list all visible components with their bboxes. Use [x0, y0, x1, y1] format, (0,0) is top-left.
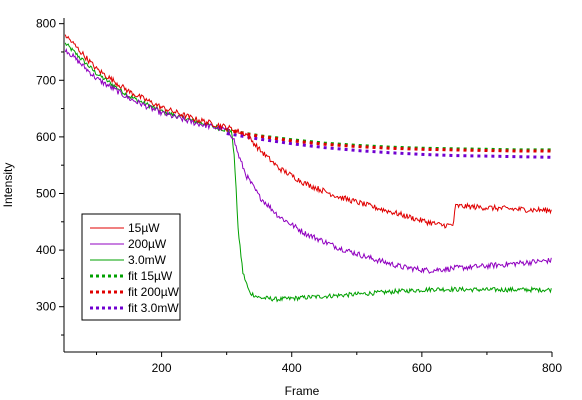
y-tick-label: 600	[36, 130, 56, 144]
legend-label: 200µW	[128, 237, 167, 251]
legend-label: fit 3.0mW	[128, 301, 179, 315]
series-line	[64, 42, 552, 303]
legend-box	[81, 213, 181, 321]
legend-label: 15µW	[128, 221, 160, 235]
y-tick-label: 700	[36, 73, 56, 87]
y-tick-label: 800	[36, 17, 56, 31]
ticks-layer: 200 400 600 800 300 400 500 600 700 800	[36, 17, 562, 375]
axes-layer	[63, 18, 552, 353]
series-line	[64, 34, 552, 229]
y-tick-label: 400	[36, 243, 56, 257]
fit-line	[226, 128, 552, 153]
y-tick-label: 300	[36, 300, 56, 314]
x-axis-title: Frame	[285, 384, 320, 398]
series-line	[64, 47, 552, 274]
x-tick-label: 200	[152, 361, 172, 375]
x-tick-label: 800	[542, 361, 562, 375]
legend: 15µW 200µW 3.0mW fit 15µW fit 200µW fit 3.0mW	[81, 213, 181, 321]
y-axis-title: Intensity	[1, 163, 15, 208]
x-tick-label: 600	[412, 361, 432, 375]
series-layer	[64, 34, 553, 303]
x-tick-label: 400	[282, 361, 302, 375]
legend-label: fit 15µW	[128, 269, 173, 283]
legend-label: 3.0mW	[128, 253, 167, 267]
fit-line	[226, 132, 553, 159]
legend-label: fit 200µW	[128, 285, 180, 299]
y-tick-label: 500	[36, 186, 56, 200]
